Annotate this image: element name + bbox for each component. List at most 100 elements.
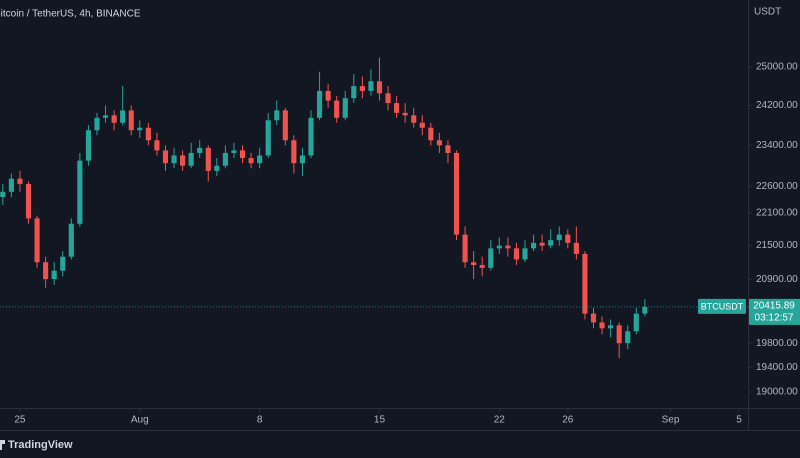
- candle-body: [137, 127, 143, 131]
- candle-body: [222, 152, 228, 166]
- candle-body: [239, 150, 246, 159]
- symbol-badge: [698, 298, 746, 314]
- x-tick-label: Aug: [131, 415, 149, 426]
- y-tick-label: 19000.00: [756, 387, 798, 398]
- candle-body: [573, 242, 579, 254]
- candle-body: [0, 191, 6, 198]
- candle-body: [162, 150, 169, 164]
- candle-body: [625, 331, 631, 344]
- candle-body: [265, 120, 271, 156]
- candle-body: [359, 86, 365, 91]
- brand-logo: [0, 440, 5, 450]
- candle-body: [51, 270, 57, 280]
- candle-body: [342, 98, 348, 118]
- y-tick-label: 19800.00: [756, 338, 798, 349]
- candle-body: [479, 265, 485, 268]
- candle-body: [565, 234, 571, 243]
- candle-body: [633, 313, 639, 332]
- candle-body: [299, 155, 306, 164]
- candle-body: [60, 256, 66, 271]
- candle-body: [471, 262, 477, 266]
- candle-body: [385, 93, 391, 104]
- y-tick-label: 22600.00: [756, 181, 798, 192]
- candle-body: [505, 245, 511, 249]
- candle-body: [325, 90, 331, 101]
- candle-body: [102, 115, 109, 118]
- candle-body: [368, 81, 374, 91]
- candle-body: [445, 145, 451, 153]
- candle-body: [282, 110, 288, 141]
- candle-body: [419, 122, 425, 128]
- candle-body: [274, 110, 280, 121]
- price-badge: [749, 298, 800, 325]
- candle-body: [530, 242, 537, 249]
- candle-body: [214, 165, 220, 171]
- candle-body: [145, 127, 151, 141]
- candle-body: [608, 325, 614, 329]
- candle-body: [334, 100, 340, 118]
- candle-body: [154, 140, 160, 151]
- candle-body: [599, 322, 605, 329]
- candle-body: [522, 248, 528, 260]
- candle-body: [180, 155, 186, 166]
- candle-body: [402, 112, 408, 116]
- candle-body: [411, 115, 417, 123]
- y-tick-label: 22100.00: [756, 208, 798, 219]
- candle-body: [111, 115, 117, 123]
- candle-body: [316, 90, 323, 118]
- candle-body: [25, 183, 32, 219]
- y-tick-label: 24200.00: [756, 100, 798, 111]
- candle-body: [188, 152, 194, 166]
- candle-body: [8, 178, 14, 192]
- candle-body: [462, 234, 468, 263]
- candle-body: [488, 248, 494, 268]
- last-price-label: 20415.89: [753, 301, 795, 312]
- candle-body: [68, 223, 74, 257]
- candle-body: [496, 245, 502, 249]
- x-tick-label: Sep: [662, 415, 680, 426]
- candle-body: [77, 160, 83, 224]
- candle-body: [308, 117, 314, 156]
- x-tick-label: 25: [14, 415, 26, 426]
- countdown-label: 03:12:57: [755, 313, 794, 324]
- candle-body: [616, 325, 622, 344]
- y-tick-label: 21500.00: [756, 240, 798, 251]
- currency-label: USDT: [754, 7, 781, 18]
- candle-body: [171, 155, 177, 164]
- candle-body: [231, 150, 237, 153]
- candle-body: [556, 234, 562, 241]
- candle-body: [394, 103, 400, 113]
- y-tick-label: 19400.00: [756, 362, 798, 373]
- candle-body: [642, 306, 648, 314]
- candle-body: [548, 240, 554, 246]
- candle-body: [590, 313, 597, 323]
- y-tick-label: 20900.00: [756, 274, 798, 285]
- candle-body: [257, 155, 263, 164]
- chart-title: Bitcoin / TetherUS, 4h, BINANCE: [0, 9, 141, 20]
- candle-body: [94, 117, 100, 131]
- candle-body: [85, 130, 91, 161]
- candle-body: [197, 147, 203, 153]
- y-tick-label: 25000.00: [756, 62, 798, 73]
- candle-body: [453, 152, 460, 235]
- symbol-label: BTCUSDT: [701, 301, 744, 311]
- candle-body: [539, 242, 545, 246]
- candle-body: [582, 253, 588, 314]
- x-tick-label: 8: [257, 415, 263, 426]
- x-tick-label: 5: [736, 415, 742, 426]
- x-tick-label: 15: [374, 415, 386, 426]
- x-tick-label: 22: [494, 415, 506, 426]
- candle-body: [436, 140, 442, 146]
- candle-body: [43, 262, 49, 280]
- candle-body: [128, 110, 134, 131]
- candle-body: [17, 178, 23, 184]
- candle-body: [120, 110, 126, 123]
- candle-body: [513, 248, 520, 260]
- logo-bar: [0, 440, 5, 444]
- candle-body: [428, 127, 434, 141]
- plot-area: [0, 57, 648, 359]
- logo-stem: [0, 444, 2, 450]
